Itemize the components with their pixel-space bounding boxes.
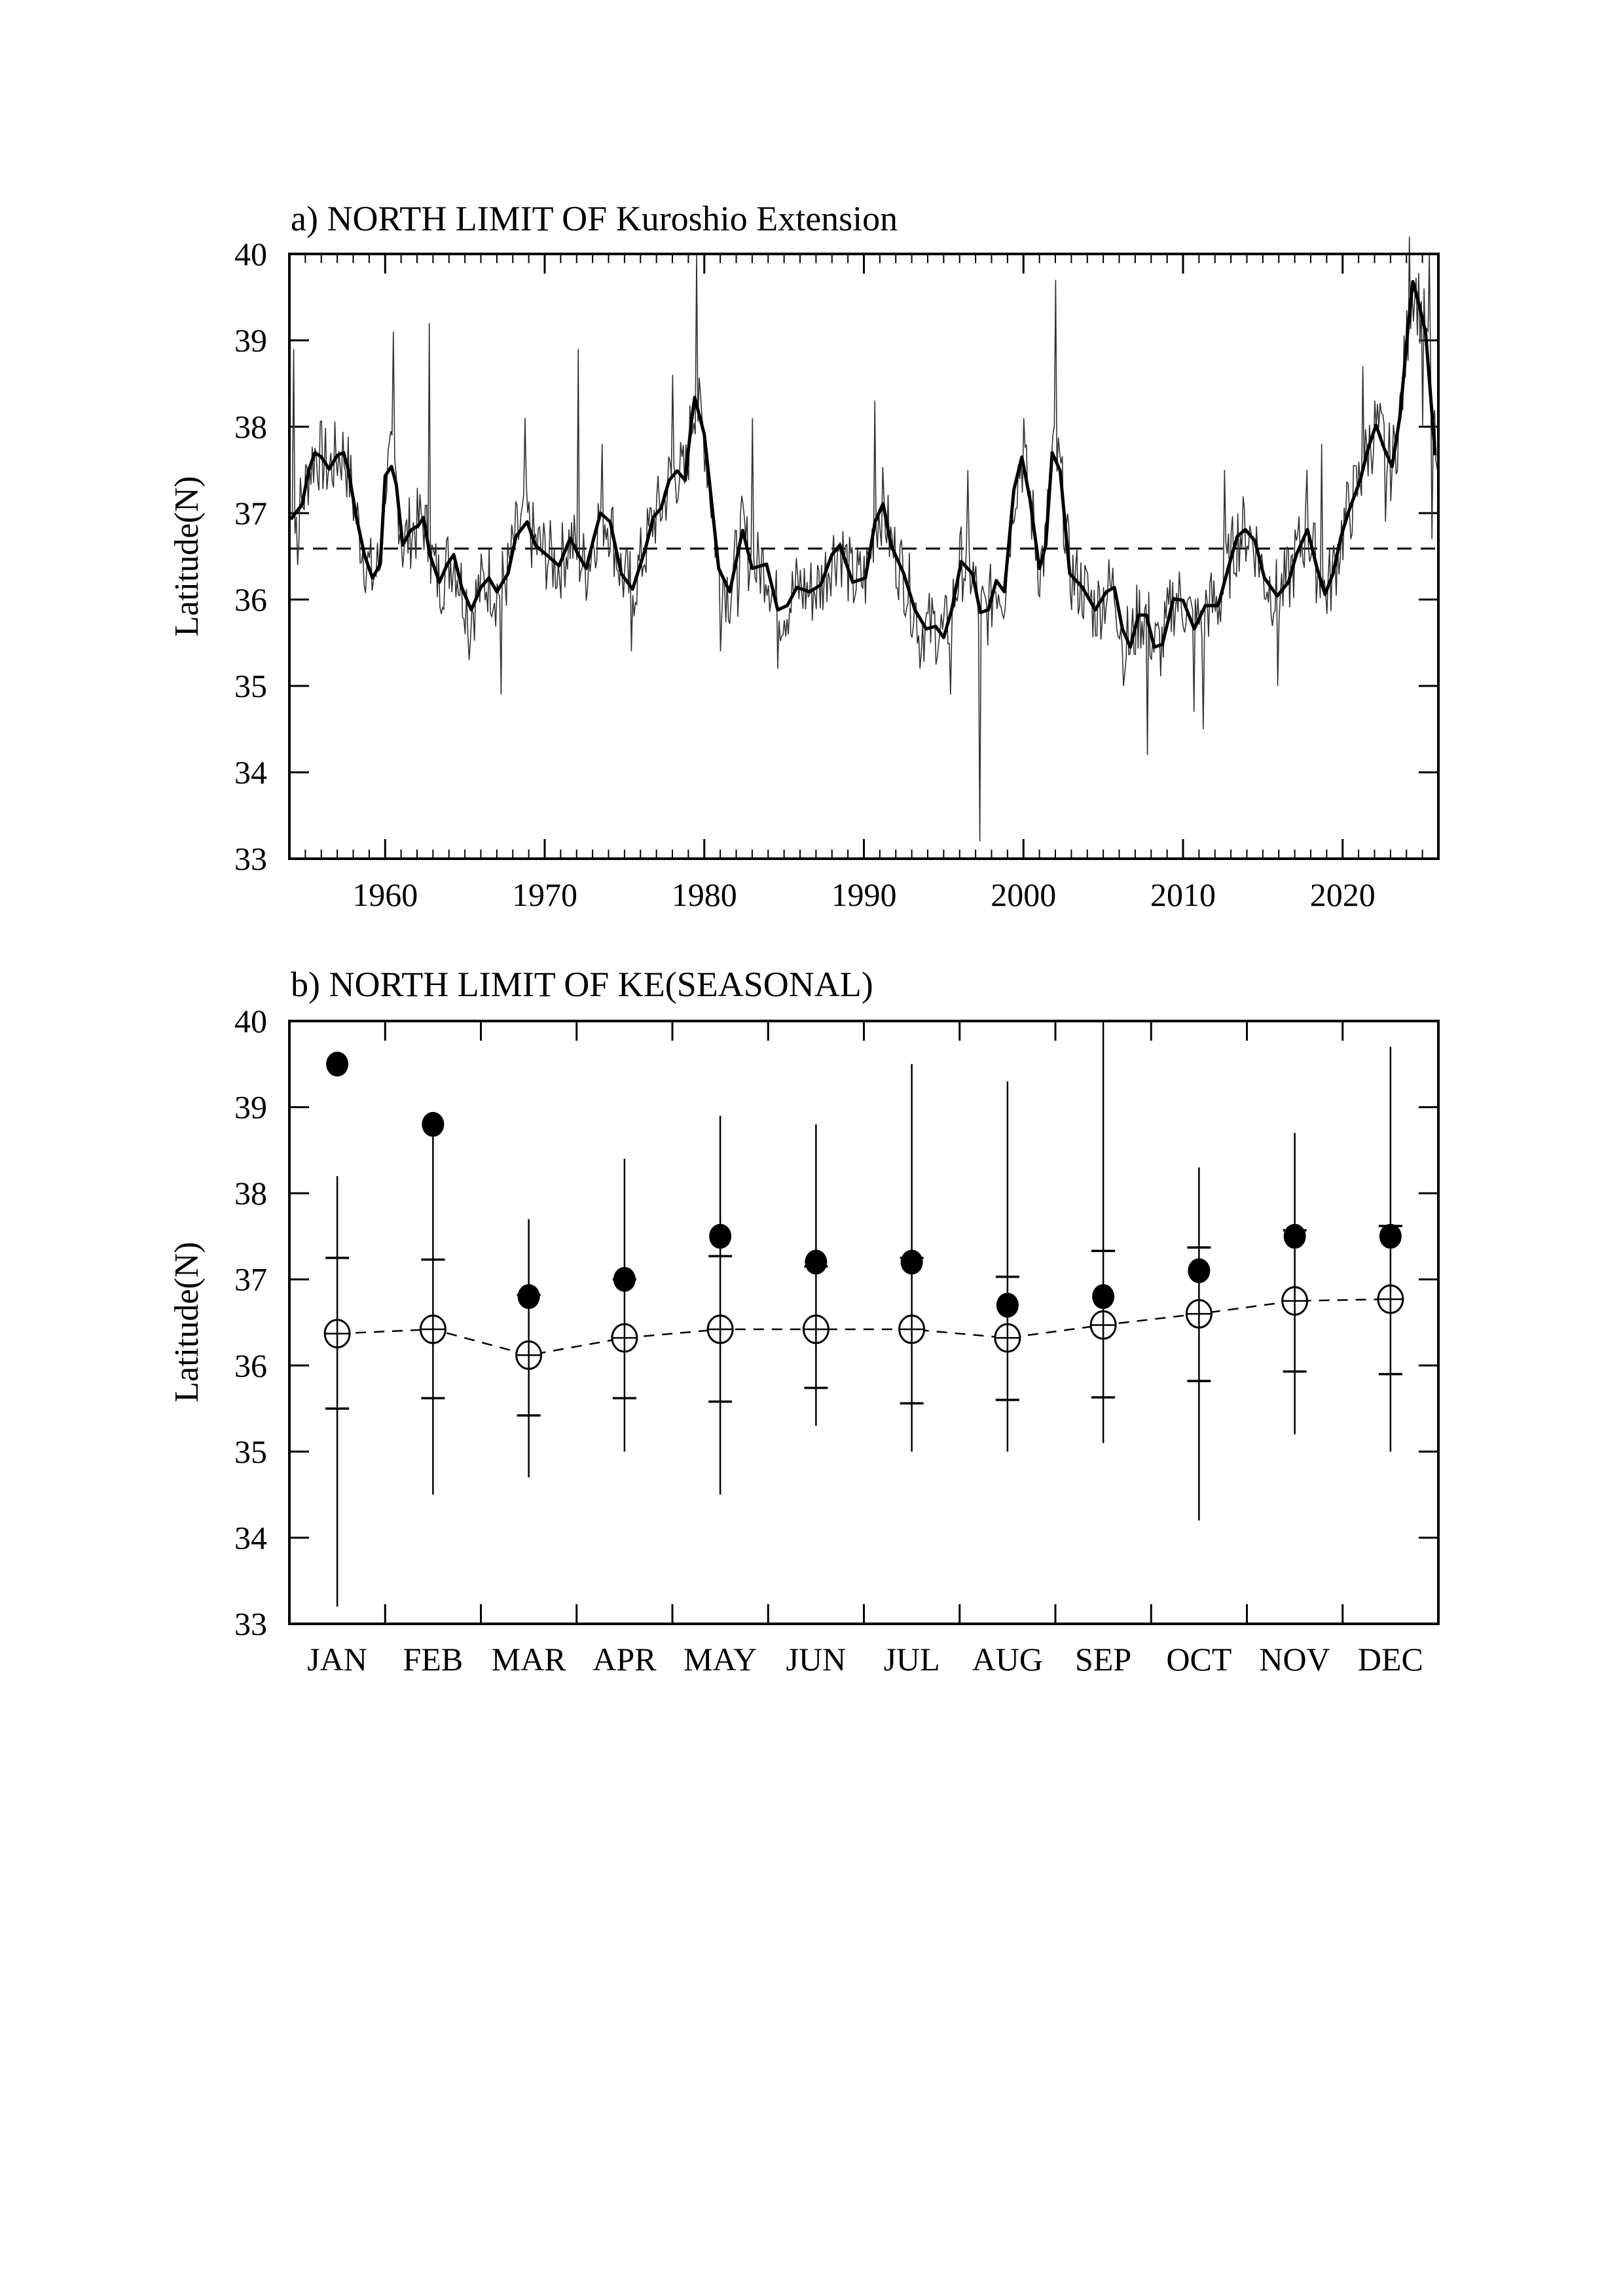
y-tick-label: 40 xyxy=(234,1003,267,1039)
x-tick-label: 1980 xyxy=(672,876,737,913)
month-label: APR xyxy=(593,1641,657,1677)
x-tick-label: 1960 xyxy=(352,876,418,913)
month-label: FEB xyxy=(403,1641,464,1677)
y-tick-label: 35 xyxy=(234,1433,267,1470)
y-tick-label: 33 xyxy=(234,840,267,877)
x-tick-label: 2020 xyxy=(1310,876,1376,913)
y-tick-label: 39 xyxy=(234,1089,267,1126)
panel-b-seasonal: b) NORTH LIMIT OF KE(SEASONAL) Latitude(… xyxy=(168,965,1440,1677)
panel-b-frame xyxy=(288,1020,1440,1625)
y-tick-label: 40 xyxy=(234,236,267,272)
panel-a-timeseries: a) NORTH LIMIT OF Kuroshio Extension Lat… xyxy=(168,199,1440,913)
latest-filled-circle xyxy=(709,1223,732,1249)
y-tick-label: 36 xyxy=(234,1347,267,1384)
month-label: DEC xyxy=(1358,1641,1423,1677)
latest-filled-circle xyxy=(517,1284,540,1310)
panel-a-title: a) NORTH LIMIT OF Kuroshio Extension xyxy=(291,199,898,238)
y-tick-label: 37 xyxy=(234,495,267,531)
y-tick-label: 38 xyxy=(234,408,267,445)
monthly-series-line xyxy=(290,236,1438,842)
latest-filled-circle xyxy=(1188,1258,1211,1283)
latest-filled-circle xyxy=(613,1266,636,1292)
month-label: JUL xyxy=(884,1641,940,1677)
y-tick-label: 37 xyxy=(234,1261,267,1298)
month-label: MAY xyxy=(684,1641,757,1677)
latest-filled-circle xyxy=(900,1249,923,1275)
x-tick-label: 1970 xyxy=(512,876,577,913)
latest-filled-circle xyxy=(996,1293,1019,1318)
panel-b-title: b) NORTH LIMIT OF KE(SEASONAL) xyxy=(291,965,873,1004)
latest-filled-circle xyxy=(326,1051,349,1077)
month-label: SEP xyxy=(1075,1641,1131,1677)
month-label: JUN xyxy=(786,1641,847,1677)
latest-filled-circle xyxy=(805,1249,828,1275)
x-tick-label: 2010 xyxy=(1150,876,1216,913)
y-tick-label: 36 xyxy=(234,581,267,618)
latest-filled-circle xyxy=(1283,1223,1306,1249)
panel-b-ylabel: Latitude(N) xyxy=(168,1242,206,1402)
x-tick-label: 2000 xyxy=(991,876,1056,913)
mean-dashed-line xyxy=(337,1298,1391,1356)
latest-filled-circle xyxy=(1092,1284,1115,1310)
panel-a-frame xyxy=(288,253,1440,860)
month-label: JAN xyxy=(307,1641,367,1677)
month-label: AUG xyxy=(972,1641,1043,1677)
y-tick-label: 38 xyxy=(234,1175,267,1211)
month-label: MAR xyxy=(492,1641,567,1677)
month-label: OCT xyxy=(1166,1641,1231,1677)
y-tick-label: 33 xyxy=(234,1605,267,1642)
latest-filled-circle xyxy=(1379,1223,1402,1249)
y-tick-label: 35 xyxy=(234,668,267,704)
y-tick-label: 34 xyxy=(234,754,267,791)
panel-a-ylabel: Latitude(N) xyxy=(168,476,206,636)
y-tick-label: 39 xyxy=(234,322,267,359)
smoothed-series-line xyxy=(289,279,1437,649)
month-label: NOV xyxy=(1259,1641,1330,1677)
y-tick-label: 34 xyxy=(234,1519,267,1556)
x-tick-label: 1990 xyxy=(831,876,897,913)
latest-filled-circle xyxy=(422,1111,445,1137)
